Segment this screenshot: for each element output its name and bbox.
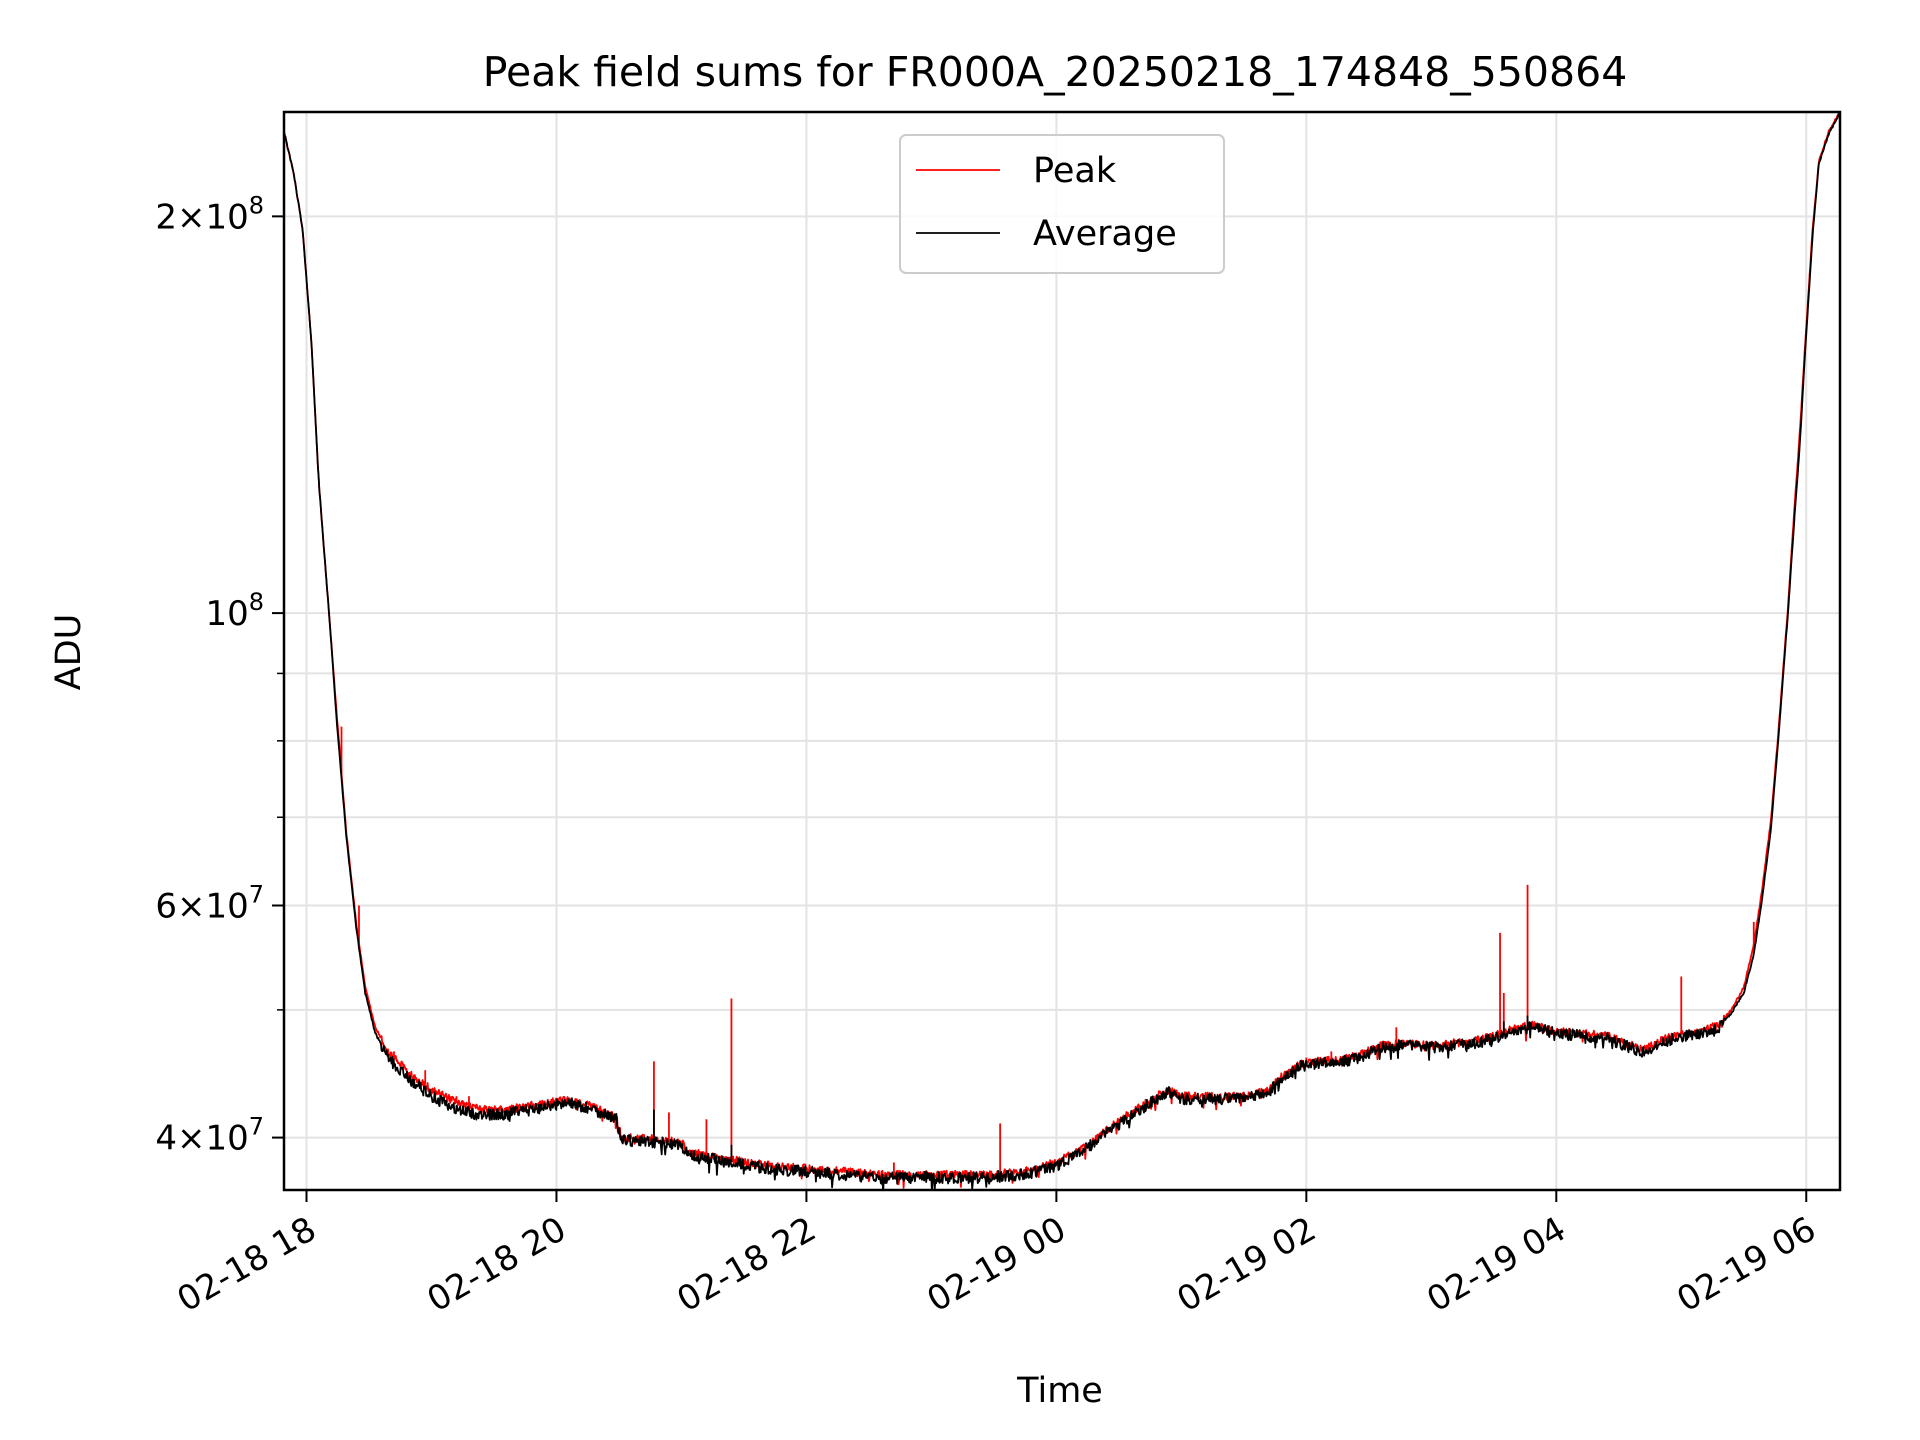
y-axis-label: ADU (49, 614, 89, 691)
y-tick-label: 6×107 (155, 881, 264, 927)
chart-title: Peak field sums for FR000A_20250218_1748… (483, 48, 1628, 96)
legend-label-peak: Peak (1033, 151, 1117, 191)
legend: Peak Average (899, 134, 1225, 274)
y-tick-label: 4×107 (155, 1113, 264, 1159)
series-layer (284, 112, 1840, 1190)
y-tick-label: 2×108 (155, 191, 264, 237)
plot-frame (282, 110, 1842, 1192)
legend-label-average: Average (1033, 214, 1177, 254)
x-axis-label: Time (1016, 1371, 1103, 1411)
series-line-average (284, 112, 1840, 1190)
y-axis: 4×107 6×107 108 2×108 (155, 191, 284, 1159)
y-tick-label: 108 (205, 588, 264, 634)
